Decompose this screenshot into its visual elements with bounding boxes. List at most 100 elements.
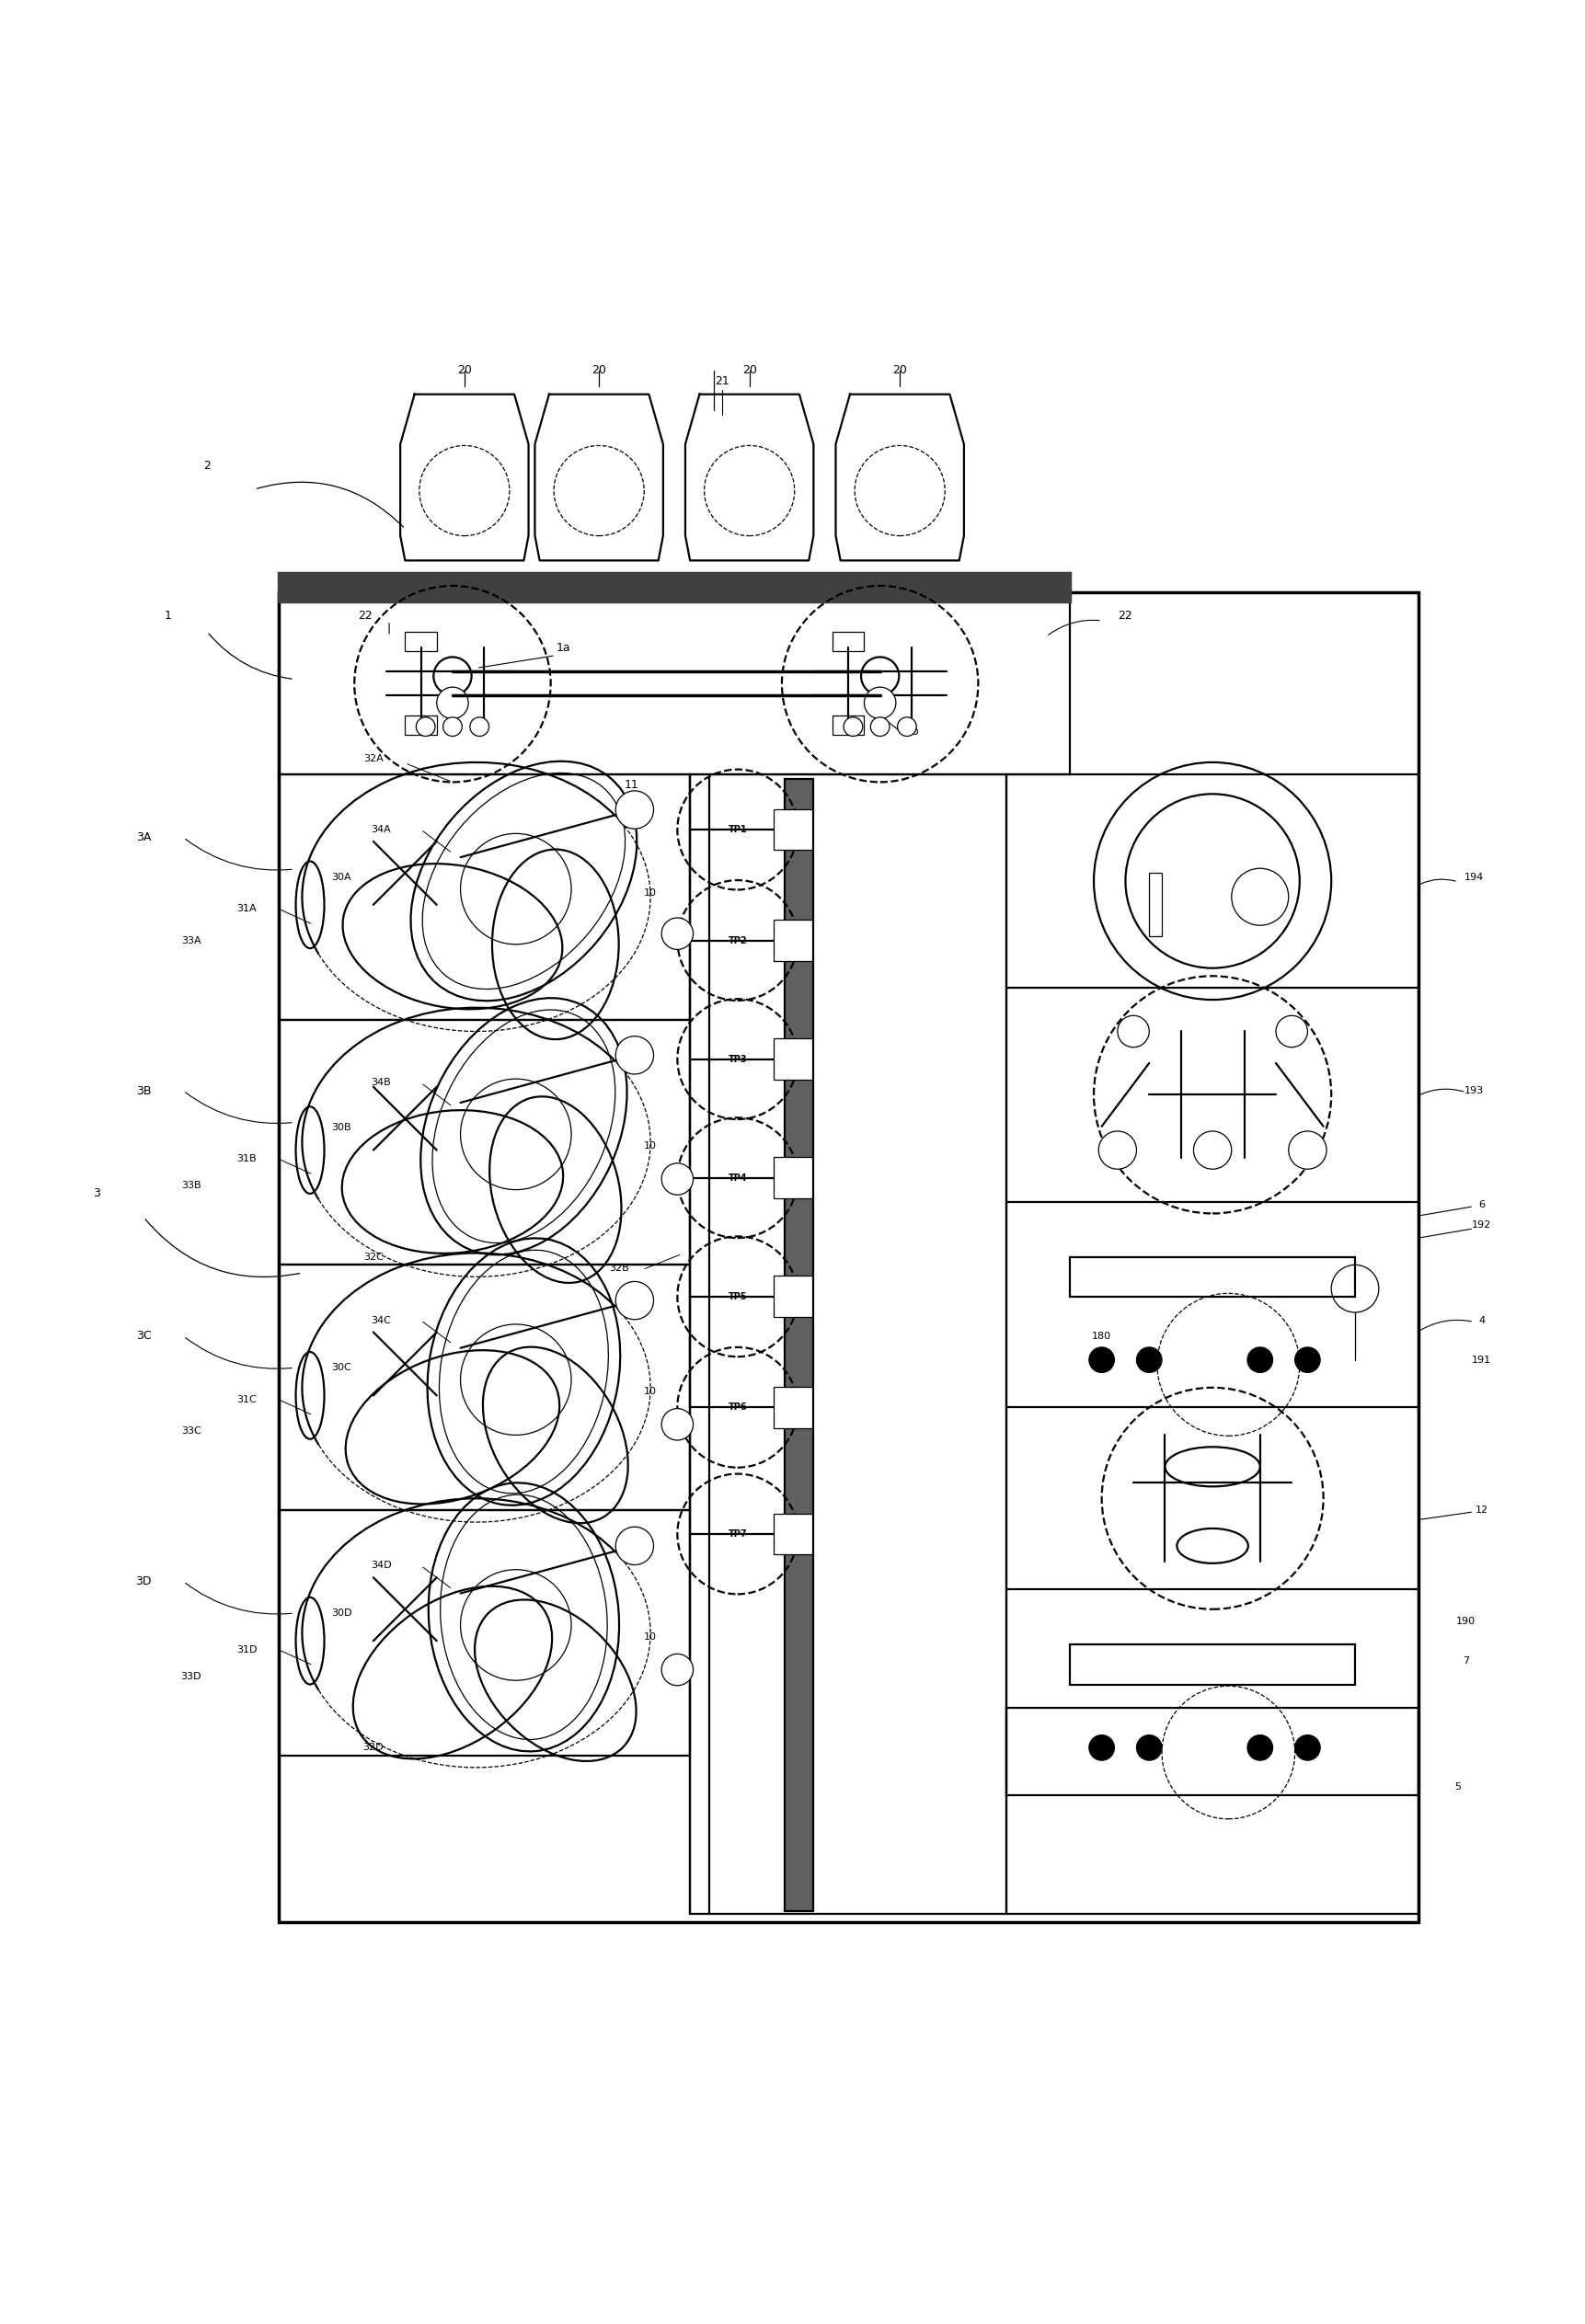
Text: TP1: TP1 [728,825,747,834]
Text: 2: 2 [203,460,211,472]
Text: 32A: 32A [363,753,384,762]
Text: 11: 11 [624,779,639,790]
Text: 180: 180 [1092,1332,1111,1341]
Bar [1149,874,1162,937]
Text: 20: 20 [742,365,756,376]
Bar [1070,1257,1354,1297]
Circle shape [1136,1348,1162,1373]
Bar [773,1157,812,1199]
Text: TP3: TP3 [728,1055,747,1064]
Text: 34A: 34A [371,825,391,834]
Text: 30D: 30D [331,1608,352,1618]
Circle shape [1293,1736,1319,1759]
Circle shape [615,790,653,830]
Circle shape [661,918,693,951]
Bar [689,774,1006,1915]
Text: 22: 22 [358,609,372,623]
Text: 192: 192 [1471,1220,1490,1229]
Text: 3C: 3C [136,1329,151,1341]
Text: 10: 10 [644,1631,656,1641]
Text: 20: 20 [456,365,471,376]
Circle shape [436,688,468,718]
Text: 6: 6 [1477,1199,1484,1208]
Bar [773,1387,812,1427]
Text: 34B: 34B [371,1078,391,1088]
Bar [1006,1708,1417,1794]
Text: 3: 3 [92,1188,100,1199]
Circle shape [1117,1016,1149,1048]
Bar [279,1511,689,1755]
Bar [279,774,689,1020]
Bar [773,1276,812,1318]
Circle shape [870,718,889,737]
Bar [773,1513,812,1555]
Text: 33A: 33A [181,937,201,946]
Circle shape [1276,1016,1306,1048]
Text: TP4: TP4 [728,1174,747,1183]
Bar [279,593,1417,1922]
Text: 30C: 30C [331,1364,352,1373]
Text: TP5: TP5 [728,1292,747,1301]
Bar [773,920,812,960]
Text: 10: 10 [644,1387,656,1397]
Bar [279,574,1070,602]
Bar [279,1020,689,1264]
Circle shape [1136,1736,1162,1759]
Text: TP2: TP2 [728,937,747,946]
Text: 1b: 1b [903,725,918,737]
Text: TP7: TP7 [728,1529,747,1538]
Text: 10: 10 [644,1141,656,1150]
Text: 30A: 30A [331,872,352,881]
Text: 31D: 31D [236,1645,257,1655]
Circle shape [661,1655,693,1685]
Circle shape [1287,1132,1325,1169]
Circle shape [661,1164,693,1195]
Text: 33D: 33D [181,1671,201,1680]
Text: 30B: 30B [331,1122,352,1132]
Text: 31B: 31B [236,1155,257,1164]
Text: 3A: 3A [136,832,151,844]
Bar [404,632,436,651]
Text: 20: 20 [892,365,907,376]
Circle shape [864,688,896,718]
Circle shape [661,1408,693,1441]
Text: 193: 193 [1463,1085,1482,1095]
Circle shape [415,718,434,737]
Circle shape [615,1527,653,1564]
Text: 33B: 33B [181,1181,201,1190]
Text: 3D: 3D [136,1576,152,1587]
Bar [279,600,1070,774]
Text: 32D: 32D [363,1743,384,1752]
Circle shape [469,718,488,737]
Text: 3B: 3B [136,1085,151,1097]
Circle shape [1247,1736,1273,1759]
Bar [404,716,436,734]
Circle shape [1194,1132,1232,1169]
Text: 33C: 33C [181,1427,201,1436]
Bar [1006,774,1417,1915]
Text: 190: 190 [1455,1618,1474,1627]
Text: 191: 191 [1471,1355,1490,1364]
Text: 5: 5 [1453,1783,1460,1792]
Circle shape [442,718,461,737]
Bar [773,1039,812,1081]
Text: 32B: 32B [609,1264,628,1274]
Bar [785,779,813,1910]
Circle shape [1089,1736,1114,1759]
Circle shape [615,1281,653,1320]
Text: TP6: TP6 [728,1404,747,1413]
Circle shape [615,1037,653,1074]
Circle shape [843,718,862,737]
Text: 20: 20 [591,365,605,376]
Bar [773,809,812,851]
Circle shape [897,718,916,737]
Circle shape [1293,1348,1319,1373]
Bar [279,1264,689,1511]
Text: 31C: 31C [236,1394,257,1404]
Text: 1: 1 [163,609,171,623]
Text: 34D: 34D [371,1562,391,1571]
Bar [1070,1645,1354,1685]
Text: 31A: 31A [236,904,257,913]
Text: 1a: 1a [556,641,571,653]
Bar [832,716,864,734]
